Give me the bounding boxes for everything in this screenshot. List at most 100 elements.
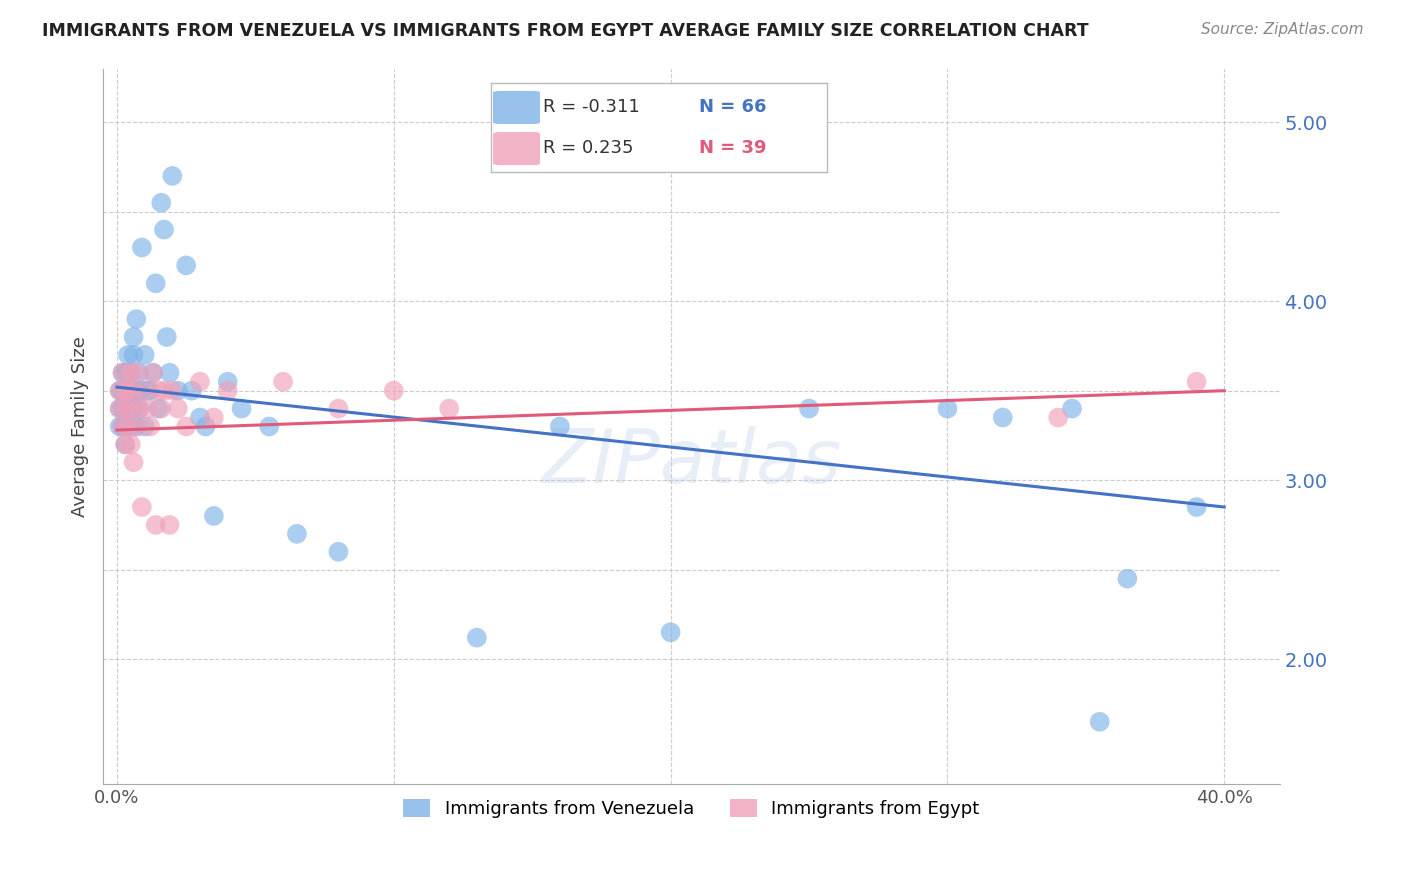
Point <box>174 259 197 273</box>
Point <box>111 401 134 416</box>
Point <box>188 375 211 389</box>
Point <box>1060 401 1083 416</box>
Point <box>120 384 142 398</box>
Point <box>145 277 167 291</box>
Point <box>134 348 156 362</box>
Point <box>936 401 959 416</box>
Point <box>128 401 150 416</box>
Point <box>108 419 131 434</box>
Legend: Immigrants from Venezuela, Immigrants from Egypt: Immigrants from Venezuela, Immigrants fr… <box>396 792 987 825</box>
Point <box>125 384 148 398</box>
Point <box>128 366 150 380</box>
Point <box>114 366 136 380</box>
Point <box>111 419 134 434</box>
Point <box>257 419 280 434</box>
Point <box>117 348 139 362</box>
Point <box>188 410 211 425</box>
Point <box>991 410 1014 425</box>
Point <box>111 384 134 398</box>
Point <box>108 384 131 398</box>
Point <box>120 401 142 416</box>
Point <box>125 419 148 434</box>
Point <box>122 384 145 398</box>
Point <box>122 330 145 344</box>
Point <box>108 384 131 398</box>
Point <box>167 401 190 416</box>
Point <box>120 401 142 416</box>
Point <box>122 401 145 416</box>
Point <box>180 384 202 398</box>
Point <box>148 401 170 416</box>
Point <box>1088 714 1111 729</box>
Point <box>1116 572 1139 586</box>
Point <box>382 384 405 398</box>
Point <box>437 401 460 416</box>
Point <box>120 366 142 380</box>
Point <box>114 419 136 434</box>
Point <box>108 401 131 416</box>
Point <box>142 366 165 380</box>
Point <box>125 312 148 326</box>
Point <box>1185 500 1208 514</box>
Point <box>162 169 184 183</box>
Point <box>659 625 682 640</box>
Point <box>131 240 153 254</box>
Point <box>122 455 145 469</box>
Point <box>111 366 134 380</box>
Point <box>156 330 179 344</box>
Point <box>117 366 139 380</box>
Point <box>134 419 156 434</box>
Point <box>153 222 176 236</box>
Point <box>120 366 142 380</box>
Point <box>217 375 239 389</box>
Point <box>114 384 136 398</box>
Point <box>131 384 153 398</box>
Point <box>117 401 139 416</box>
Point <box>142 366 165 380</box>
Point <box>548 419 571 434</box>
Point <box>797 401 820 416</box>
Point <box>328 401 350 416</box>
Point <box>114 401 136 416</box>
Point <box>217 384 239 398</box>
Point <box>202 410 225 425</box>
Point <box>120 384 142 398</box>
Point <box>194 419 217 434</box>
Point <box>159 517 181 532</box>
Point <box>120 419 142 434</box>
Point <box>114 401 136 416</box>
Point <box>139 419 162 434</box>
Point <box>167 384 190 398</box>
Point <box>108 401 131 416</box>
Point <box>125 366 148 380</box>
Point <box>202 508 225 523</box>
Point <box>114 437 136 451</box>
Point <box>114 384 136 398</box>
Point <box>136 384 159 398</box>
Point <box>114 437 136 451</box>
Point <box>145 517 167 532</box>
Point <box>148 384 170 398</box>
Point <box>231 401 253 416</box>
Point <box>111 366 134 380</box>
Point <box>117 384 139 398</box>
Point <box>131 500 153 514</box>
Point <box>150 401 173 416</box>
Y-axis label: Average Family Size: Average Family Size <box>72 336 89 516</box>
Point <box>125 419 148 434</box>
Point <box>465 631 488 645</box>
Point <box>1047 410 1070 425</box>
Point <box>174 419 197 434</box>
Point <box>162 384 184 398</box>
Point <box>328 545 350 559</box>
Point <box>159 366 181 380</box>
Point <box>128 384 150 398</box>
Point <box>128 401 150 416</box>
Point <box>117 384 139 398</box>
Point <box>120 437 142 451</box>
Point <box>271 375 294 389</box>
Point <box>139 384 162 398</box>
Point <box>285 526 308 541</box>
Point <box>136 401 159 416</box>
Point <box>150 195 173 210</box>
